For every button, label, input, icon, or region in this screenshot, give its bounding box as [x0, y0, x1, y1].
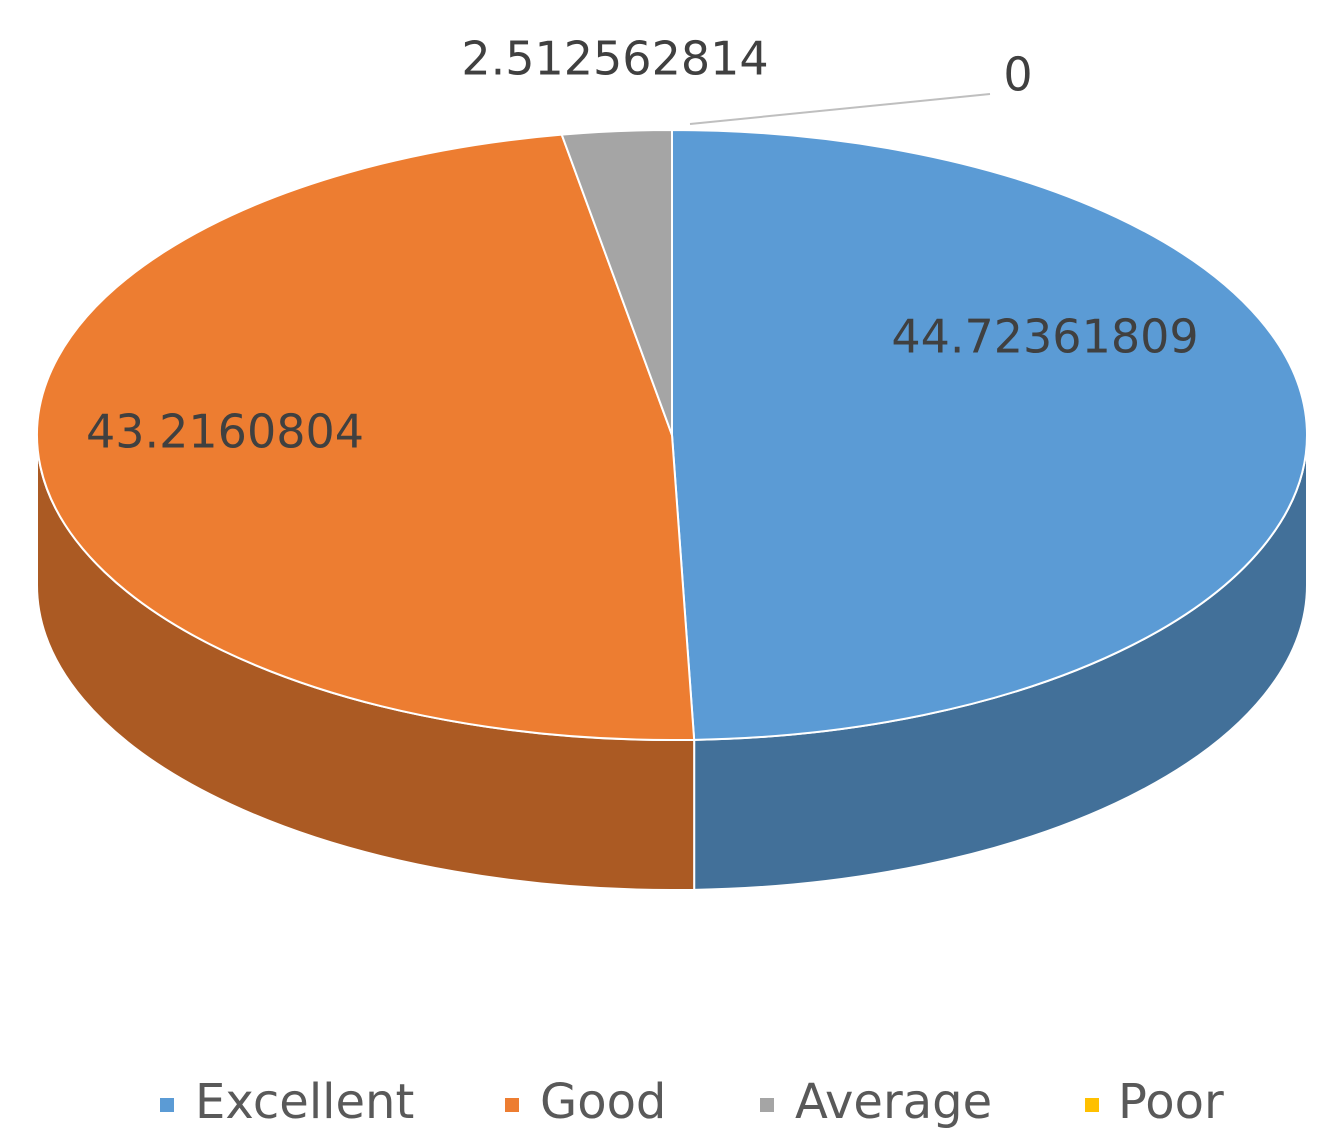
legend-label: Average: [795, 1074, 992, 1130]
pie-slice: [36, 133, 696, 741]
legend-label: Poor: [1118, 1074, 1224, 1130]
legend-marker: [760, 1098, 774, 1112]
leader-line: [689, 93, 991, 125]
pie-slice: [671, 128, 1308, 741]
legend-label: Excellent: [195, 1074, 414, 1130]
legend-label: Good: [540, 1074, 666, 1130]
legend-marker: [505, 1098, 519, 1112]
data-label: 0: [1003, 48, 1032, 102]
legend-marker: [160, 1098, 174, 1112]
data-label: 44.72361809: [891, 310, 1198, 364]
data-label: 43.2160804: [86, 405, 364, 459]
legend-marker: [1085, 1098, 1099, 1112]
data-label: 2.512562814: [461, 32, 768, 86]
